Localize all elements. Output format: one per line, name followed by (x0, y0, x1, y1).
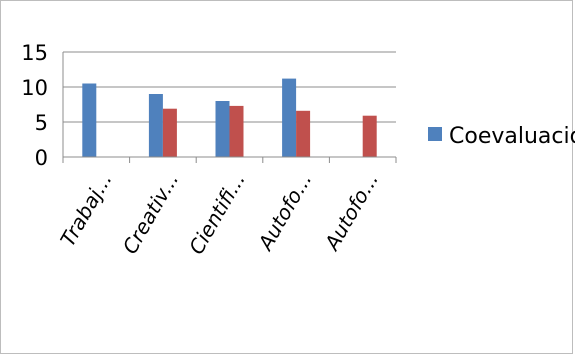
legend: Coevaluación (428, 124, 575, 149)
bar-series1-3 (282, 78, 297, 157)
category-label: Creativ... (118, 169, 184, 258)
category-label: Autofo... (319, 169, 383, 256)
category-label: Autofo... (252, 169, 316, 256)
category-label: Trabaj... (55, 169, 116, 251)
y-tick-label: 0 (35, 146, 48, 170)
legend-swatch-coevaluacion (428, 127, 442, 141)
axes (62, 52, 397, 163)
category-label: Cientifi... (184, 169, 250, 259)
bar-series1-0 (82, 83, 97, 157)
y-tick-label: 5 (35, 111, 48, 135)
bar-series1-1 (148, 94, 163, 157)
y-tick-label: 10 (21, 76, 48, 100)
bar-series1-2 (215, 101, 230, 157)
x-category-labels: Trabaj... Creativ... Cientifi... Autofo... A… (55, 169, 383, 259)
bar-series2-2 (229, 105, 244, 157)
bar-series2-1 (162, 108, 177, 157)
y-tick-label: 15 (21, 41, 48, 65)
bar-series2-3 (296, 110, 311, 157)
bars (82, 78, 377, 157)
legend-label-coevaluacion: Coevaluación (449, 124, 575, 149)
y-tick-labels: 0 5 10 15 (21, 41, 48, 170)
bar-series2-4 (362, 115, 377, 157)
